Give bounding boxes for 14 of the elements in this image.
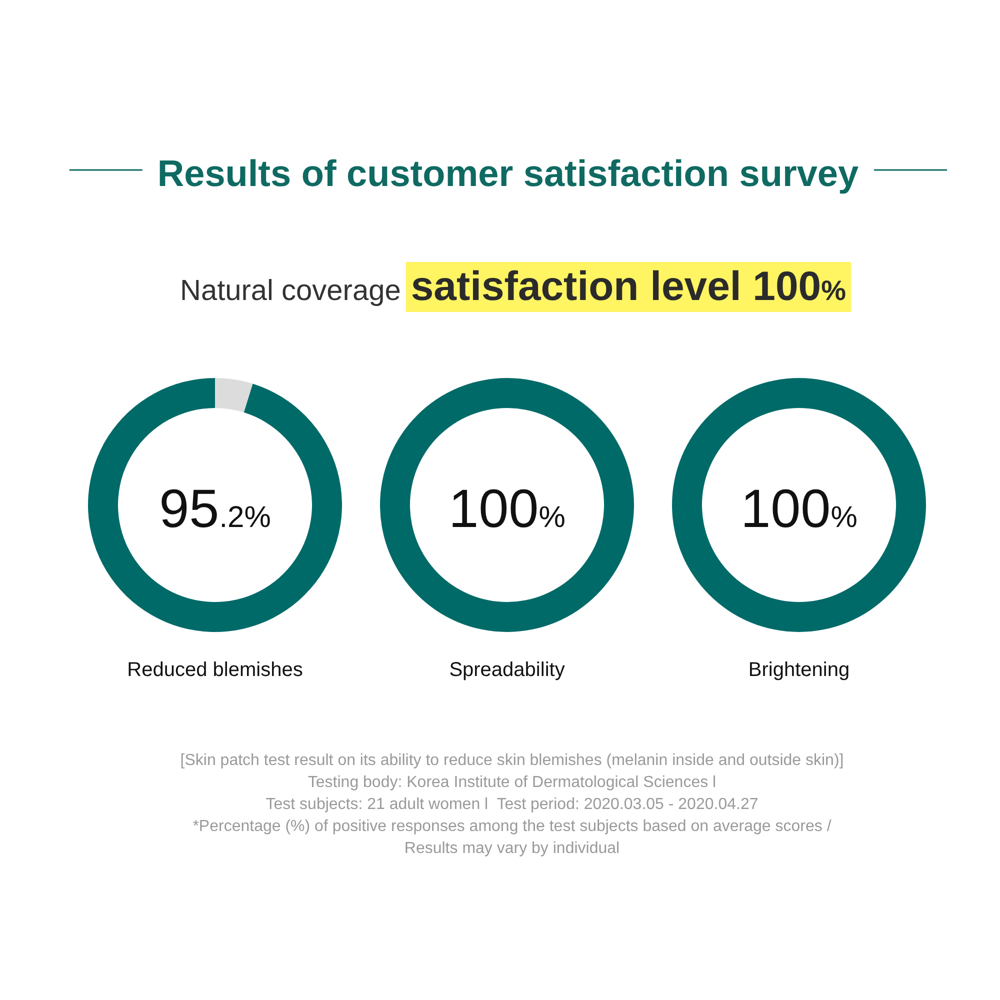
data-label: 100% (448, 479, 566, 539)
text: Spreadability (449, 659, 565, 681)
text: Test subjects: 21 adult women l Test period: 2020.03.05 - 2020.04.27 (266, 796, 758, 813)
text: Results of customer satisfaction survey (157, 153, 860, 194)
text: Brightening (748, 659, 850, 681)
text: *Percentage (%) of positive responses among the test subjects based on average scores / Results may vary by individual (192, 818, 832, 857)
text: Natural coverage satisfaction level 100% (180, 263, 846, 309)
data-label: 95.2% (159, 479, 271, 539)
text: Reduced blemishes (127, 659, 303, 681)
data-label: 100% (740, 479, 858, 539)
text: Testing body: Korea Institute of Dermatological Sciences l (308, 774, 716, 791)
text: [Skin patch test result on its ability to reduce skin blemishes (melanin inside and outside skin)] (180, 752, 844, 769)
donut-slice (88, 378, 342, 632)
donut-slice (215, 378, 253, 412)
